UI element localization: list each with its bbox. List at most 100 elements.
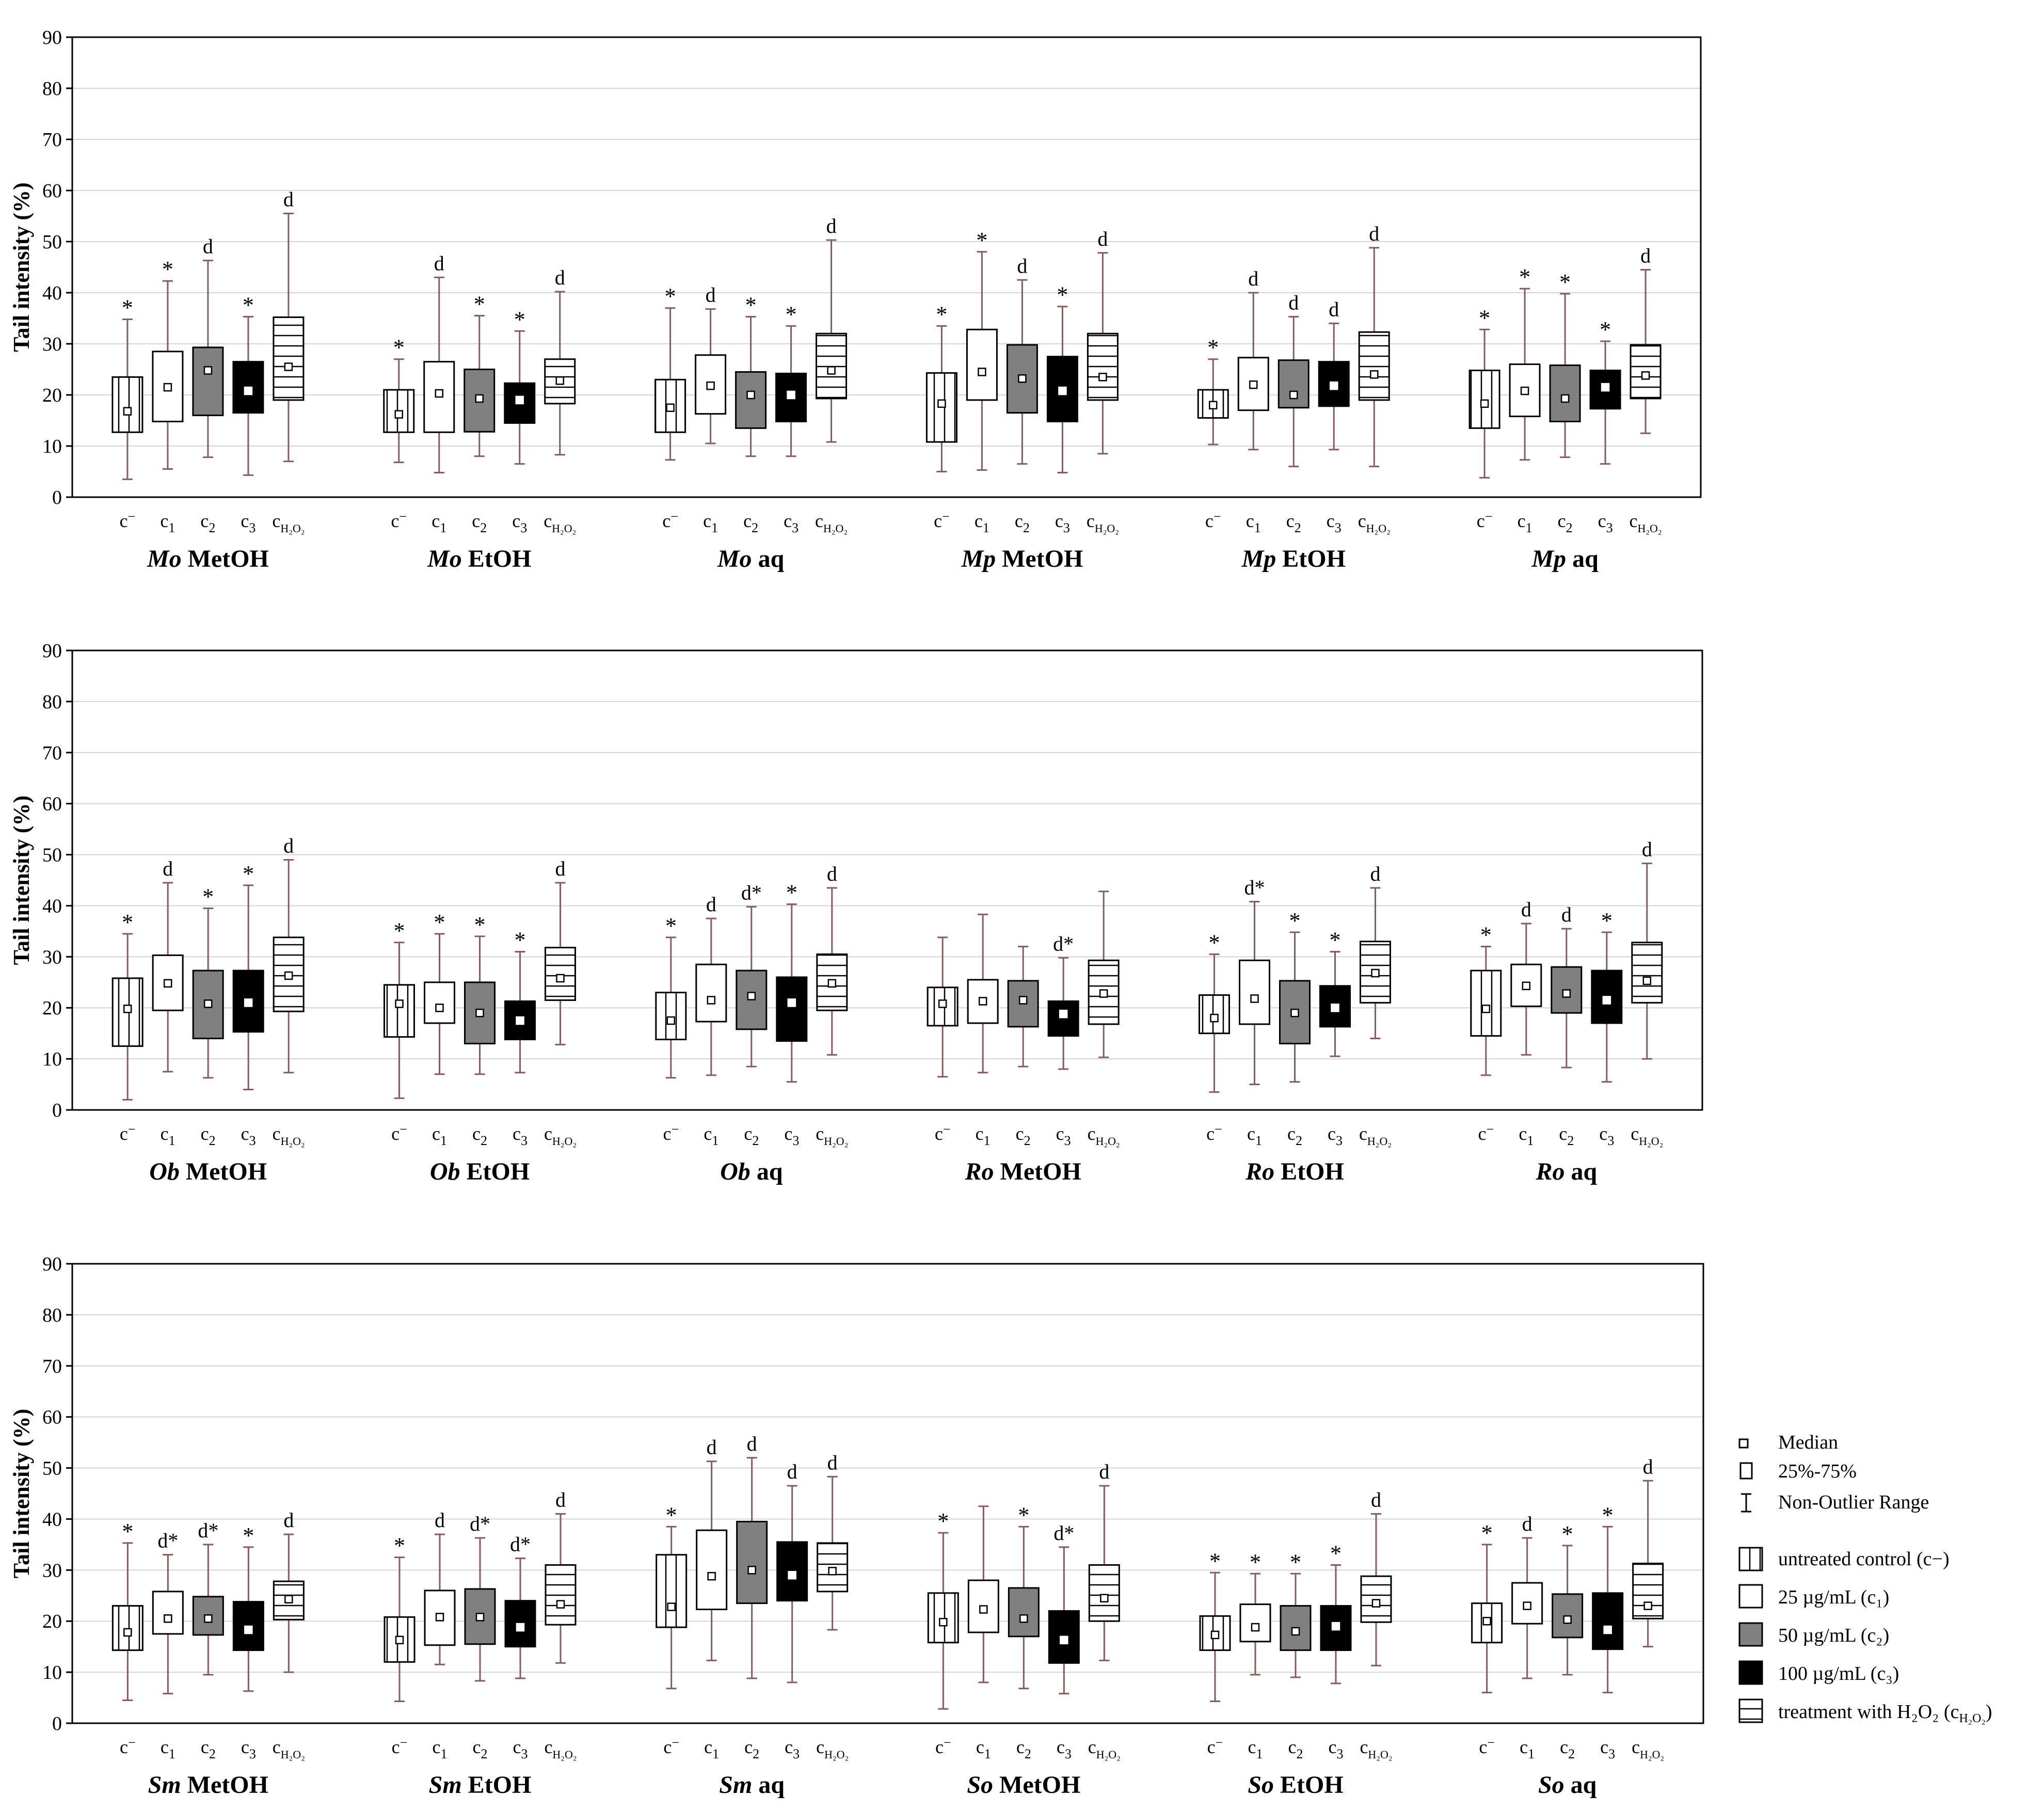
box-c2: c2 (1007, 946, 1039, 1148)
category-label-main: c (241, 1123, 249, 1144)
category-label-main: c (120, 511, 128, 531)
iqr-box (545, 1564, 577, 1626)
significance-mark: d* (157, 1529, 178, 1552)
y-tick-label: 40 (42, 1508, 62, 1530)
category-label-sub: H₂O₂ (1368, 1748, 1392, 1761)
significance-mark: d (1248, 267, 1258, 290)
significance-mark: d (435, 1508, 445, 1532)
y-tick-label: 80 (42, 78, 62, 100)
median-marker (394, 410, 403, 419)
median-marker (1331, 1622, 1340, 1631)
box-ch: d cH₂O₂ (1087, 227, 1119, 535)
median-marker (1330, 381, 1338, 390)
box-c2: * c2 (464, 292, 496, 535)
category-label-sub: 2 (209, 520, 215, 535)
box-cn: * c− (384, 1533, 416, 1757)
median-marker (787, 390, 795, 400)
category-label: c2 (472, 1123, 487, 1148)
median-marker (1210, 1013, 1219, 1023)
significance-mark: d (163, 857, 173, 880)
category-label-sub: 1 (1528, 1746, 1535, 1761)
iqr-box (384, 984, 415, 1038)
category-label-sub: − (943, 1122, 951, 1137)
y-tick-label: 10 (42, 1662, 62, 1683)
significance-mark: d (1561, 903, 1572, 926)
category-label-sub: − (399, 509, 407, 524)
category-label: cH₂O₂ (1088, 1123, 1120, 1148)
box-c2: * c2 (192, 884, 224, 1148)
category-label-main: c (975, 511, 983, 531)
iqr-box (735, 371, 767, 429)
group-label-species: Ro (965, 1158, 1000, 1185)
box-c2: d* c2 (464, 1512, 496, 1761)
box-c3: * c3 (232, 293, 264, 535)
group-label-extract: EtOH (1281, 1158, 1344, 1185)
category-label-main: c (816, 1123, 824, 1144)
category-label-main: c (1246, 511, 1254, 531)
box-c3: * c3 (232, 1523, 264, 1761)
category-label-main: c (201, 1123, 209, 1144)
category-label: c3 (241, 511, 256, 535)
median-marker (1250, 994, 1259, 1003)
category-label: cH₂O₂ (1087, 511, 1119, 535)
category-label-sub: 1 (984, 1133, 991, 1148)
category-label-main: c (784, 1123, 792, 1144)
category-label: cH₂O₂ (544, 1737, 577, 1761)
legend-label-h2o2-close: ) (1986, 1701, 1992, 1723)
significance-mark: * (976, 228, 987, 253)
median-marker (1481, 1004, 1491, 1013)
median-marker (556, 974, 565, 983)
significance-mark: d (1522, 1512, 1532, 1535)
median-marker (555, 376, 564, 385)
significance-mark: * (243, 293, 254, 318)
significance-mark: d (747, 1432, 757, 1455)
category-label: c3 (1057, 1737, 1072, 1761)
category-label: c2 (1560, 1737, 1575, 1761)
category-label-main: c (273, 1737, 281, 1757)
category-label-main: c (815, 511, 823, 531)
category-label-sub: − (1486, 1122, 1494, 1137)
median-marker (123, 1004, 132, 1013)
box-cn: * c− (111, 1519, 143, 1757)
category-label-sub: − (400, 1735, 408, 1750)
y-tick-label: 10 (42, 436, 62, 457)
group-label-species: Ro (1535, 1158, 1571, 1185)
category-label-sub: 3 (792, 520, 799, 535)
category-label-main: c (1015, 511, 1023, 531)
median-marker (1642, 976, 1652, 986)
box-ch: d cH₂O₂ (273, 834, 305, 1148)
category-label: cH₂O₂ (816, 1123, 848, 1148)
significance-mark: d (1097, 227, 1108, 250)
group-label: So MetOH (967, 1771, 1080, 1799)
median-marker (244, 386, 253, 395)
median-marker (284, 971, 293, 980)
group-label-species: Mo (717, 545, 758, 573)
category-label-sub: H₂O₂ (281, 1748, 305, 1761)
box-c3: d* c3 (504, 1533, 536, 1761)
category-label-main: c (1477, 511, 1485, 531)
significance-mark: d* (510, 1533, 531, 1556)
category-label-sub: 2 (1023, 520, 1030, 535)
median-marker (939, 1617, 948, 1627)
median-marker (204, 1614, 213, 1623)
significance-mark: d (555, 266, 565, 289)
category-label-main: c (1559, 1123, 1567, 1144)
category-label: cH₂O₂ (1088, 1737, 1121, 1761)
iqr-box (1631, 942, 1663, 1004)
category-label: c− (391, 509, 407, 531)
median-marker (1602, 996, 1611, 1005)
box-cn: * c− (383, 335, 415, 531)
box-c3: * c3 (504, 927, 536, 1148)
median-marker (1520, 386, 1529, 395)
category-label-sub: 2 (481, 1133, 487, 1148)
median-marker (203, 366, 213, 375)
y-tick-label: 40 (42, 282, 62, 304)
significance-mark: * (122, 910, 133, 935)
category-label: c− (1478, 1122, 1494, 1144)
y-tick-label: 20 (42, 1611, 62, 1632)
box-cn: * c− (927, 1508, 959, 1757)
category-label-main: c (976, 1123, 984, 1144)
y-tick-label: 10 (42, 1049, 62, 1070)
category-label-main: c (512, 511, 520, 531)
box-c2: * c2 (1549, 269, 1581, 535)
